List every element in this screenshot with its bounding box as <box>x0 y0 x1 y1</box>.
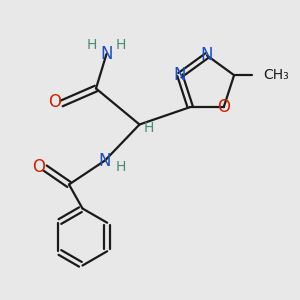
Text: O: O <box>217 98 230 116</box>
Text: H: H <box>116 38 126 52</box>
Text: CH₃: CH₃ <box>263 68 289 82</box>
Text: N: N <box>201 46 213 64</box>
Text: H: H <box>116 160 126 174</box>
Text: H: H <box>87 38 97 52</box>
Text: O: O <box>32 158 45 175</box>
Text: N: N <box>100 45 113 63</box>
Text: N: N <box>99 152 111 169</box>
Text: H: H <box>144 121 154 135</box>
Text: O: O <box>48 93 62 111</box>
Text: N: N <box>174 66 186 84</box>
